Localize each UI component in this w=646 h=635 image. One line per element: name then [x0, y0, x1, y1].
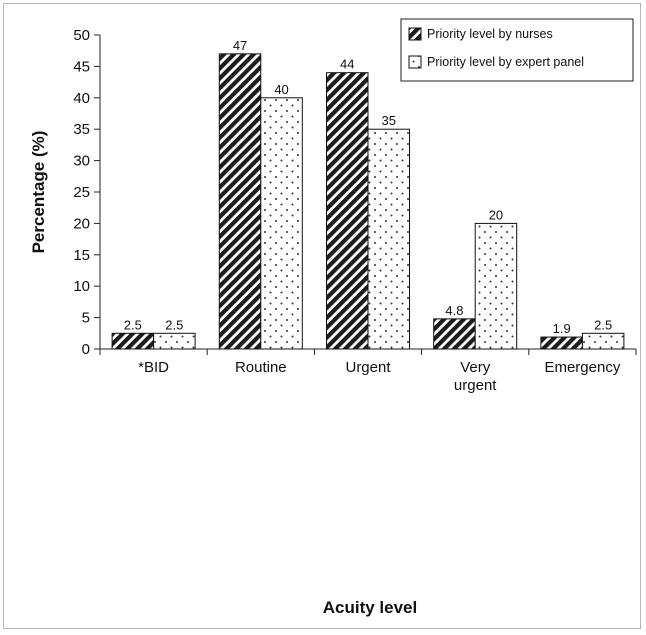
bars-layer [111, 53, 625, 350]
x-category-label: Urgent [345, 359, 391, 376]
y-tick-label: 50 [73, 27, 90, 44]
bar-expert-panel [581, 332, 625, 350]
y-tick-label: 20 [73, 215, 90, 232]
legend-box [400, 18, 634, 82]
bar-nurses [111, 332, 155, 350]
legend-swatch-expert-panel [408, 55, 422, 69]
y-tick-label: 35 [73, 121, 90, 138]
y-tick-label: 10 [73, 278, 90, 295]
x-category-label: Emergency [544, 359, 620, 376]
y-tick-label: 30 [73, 153, 90, 170]
x-category-label: *BID [138, 359, 169, 376]
x-category-label: urgent [454, 377, 497, 394]
legend: Priority level by nurses Priority level … [400, 18, 634, 82]
x-axis-title: Acuity level [323, 598, 418, 617]
data-labels-layer: 2.5 47 44 4.8 1.9 2.5 40 35 20 2.5 [124, 38, 612, 336]
data-label: 2.5 [594, 317, 612, 332]
bar-expert-panel [260, 97, 303, 350]
data-label: 2.5 [124, 317, 142, 332]
y-axis-title: Percentage (%) [29, 131, 48, 254]
x-category-label: Very [460, 359, 491, 376]
data-label: 47 [233, 38, 247, 53]
y-tick-label: 15 [73, 247, 90, 264]
bar-nurses [433, 318, 476, 350]
bar-expert-panel [153, 332, 196, 350]
data-label: 1.9 [553, 321, 571, 336]
bar-nurses [218, 53, 262, 350]
y-axis: 0 5 10 15 20 25 30 35 40 45 50 [73, 27, 101, 358]
legend-swatch-nurses [408, 27, 422, 41]
x-category-label: Routine [235, 359, 287, 376]
legend-label-expert-panel: Priority level by expert panel [427, 55, 584, 69]
legend-label-nurses: Priority level by nurses [427, 27, 553, 41]
grouped-bar-chart: 0 5 10 15 20 25 30 35 40 45 50 *BID Routine Urgent Ve… [29, 18, 637, 617]
data-label: 20 [489, 207, 503, 222]
data-label: 35 [382, 113, 396, 128]
y-tick-label: 0 [82, 341, 90, 358]
data-label: 2.5 [165, 317, 183, 332]
y-tick-label: 40 [73, 90, 90, 107]
bar-nurses [540, 336, 583, 350]
bar-expert-panel [474, 222, 518, 350]
data-label: 4.8 [445, 303, 463, 318]
chart-frame: 0 5 10 15 20 25 30 35 40 45 50 *BID Routine Urgent Ve… [3, 3, 641, 629]
data-label: 40 [274, 82, 288, 97]
data-label: 44 [340, 57, 354, 72]
y-tick-label: 5 [82, 310, 90, 327]
bar-expert-panel [367, 128, 410, 350]
bar-nurses [326, 72, 369, 350]
y-tick-label: 45 [73, 58, 90, 75]
y-tick-label: 25 [73, 184, 90, 201]
